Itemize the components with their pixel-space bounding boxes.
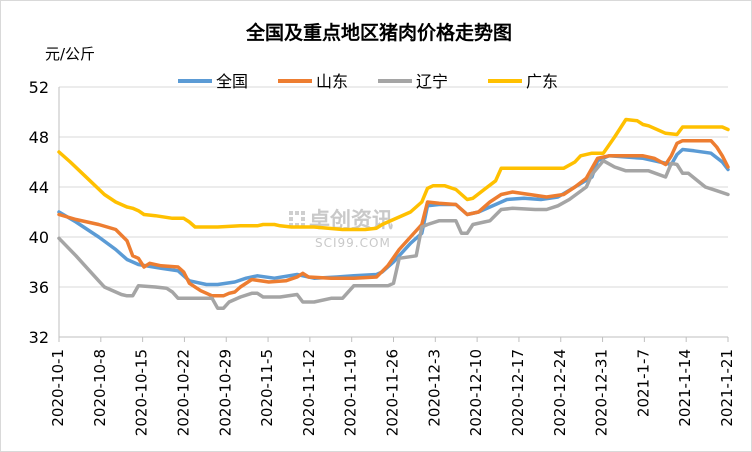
y-axis-unit-label: 元/公斤 xyxy=(45,45,95,63)
series-line-3 xyxy=(57,158,730,311)
series-line-4 xyxy=(57,117,730,232)
legend: 全国 山东 辽宁 广东 xyxy=(178,72,558,91)
x-tick-label: 2020-10-8 xyxy=(91,349,109,427)
y-tick-label: 40 xyxy=(29,228,49,247)
x-tick-label: 2020-11-12 xyxy=(300,349,318,436)
series-group xyxy=(57,117,730,311)
x-tick-label: 2020-12-10 xyxy=(467,349,485,436)
x-tick-label: 2020-12-24 xyxy=(551,349,569,436)
y-tick-label: 32 xyxy=(29,328,49,347)
series-line-2 xyxy=(57,138,730,298)
x-tick-label: 2020-10-22 xyxy=(174,349,192,436)
x-tick-label: 2020-12-17 xyxy=(509,349,527,436)
x-tick-label: 2020-11-26 xyxy=(384,349,402,436)
y-axis: 32 36 40 44 48 52 xyxy=(29,78,49,347)
x-tick-label: 2021-1-21 xyxy=(718,349,736,427)
x-tick-label: 2020-11-19 xyxy=(342,349,360,436)
legend-label-1: 全国 xyxy=(216,72,248,91)
y-tick-label: 36 xyxy=(29,278,49,297)
x-tick-label: 2021-1-7 xyxy=(634,349,652,417)
x-tick-label: 2020-11-5 xyxy=(258,349,276,427)
x-tick-label: 2021-1-14 xyxy=(676,349,694,427)
x-tick-label: 2020-10-15 xyxy=(133,349,151,436)
legend-label-2: 山东 xyxy=(316,72,348,91)
x-tick-label: 2020-12-3 xyxy=(425,349,443,427)
y-tick-label: 44 xyxy=(29,178,49,197)
x-tick-label: 2020-10-1 xyxy=(49,349,67,427)
legend-label-3: 辽宁 xyxy=(416,72,448,91)
x-tick-label: 2020-10-29 xyxy=(216,349,234,436)
chart-title: 全国及重点地区猪肉价格走势图 xyxy=(245,21,512,44)
grid xyxy=(58,86,728,338)
y-tick-label: 52 xyxy=(29,78,49,97)
x-axis: 2020-10-1 2020-10-8 2020-10-15 2020-10-22 20… xyxy=(49,337,736,436)
watermark-subtext: SCI99.COM xyxy=(315,236,391,250)
x-tick-label: 2020-12-31 xyxy=(593,349,611,436)
legend-label-4: 广东 xyxy=(526,72,558,91)
y-tick-label: 48 xyxy=(29,128,49,147)
